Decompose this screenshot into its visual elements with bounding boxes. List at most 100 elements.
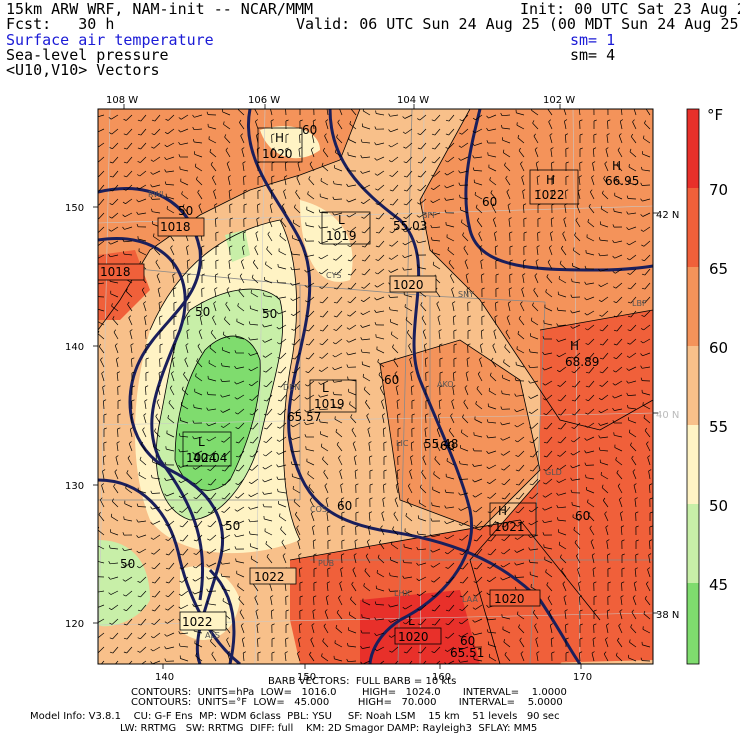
wind-barb	[182, 548, 189, 556]
footer-contours-temperature: CONTOURS: UNITS=°F LOW= 45.000 HIGH= 70.…	[131, 697, 563, 708]
wind-barb-flag	[505, 175, 508, 179]
wind-barb	[180, 478, 189, 484]
wind-barb-flag	[445, 119, 450, 122]
wind-barb-flag	[221, 497, 225, 500]
wind-barb	[432, 239, 441, 242]
wind-barb-flag	[431, 665, 434, 667]
wind-barb	[222, 588, 231, 592]
wind-barb	[520, 163, 525, 172]
wind-barb	[438, 400, 441, 410]
wind-barb	[558, 492, 567, 496]
wind-barb-flag	[612, 271, 616, 274]
wind-barb	[649, 540, 651, 550]
wind-barb-flag	[425, 371, 429, 374]
wind-barb-flag	[235, 334, 237, 338]
wind-barb	[648, 555, 651, 564]
wind-barb-flag	[501, 525, 505, 528]
wind-barb	[264, 295, 273, 298]
wind-barb-flag	[532, 609, 536, 613]
wind-barb	[267, 234, 273, 242]
wind-barb	[209, 548, 217, 554]
wind-barb	[447, 249, 455, 256]
wind-barb-flag	[109, 637, 113, 640]
wind-barb-flag	[340, 567, 344, 570]
wind-barb	[214, 218, 217, 228]
wind-barb	[292, 253, 301, 256]
wind-barb	[152, 184, 161, 188]
wind-barb	[600, 462, 609, 466]
wind-barb-flag	[157, 385, 161, 388]
wind-barb-flag	[411, 427, 415, 430]
wind-barb-flag	[123, 594, 127, 597]
wind-barb-flag	[350, 414, 353, 418]
wind-barb-flag	[543, 427, 547, 430]
wind-barb-flag	[284, 175, 288, 178]
wind-barb-flag	[234, 509, 238, 512]
wind-barb	[264, 279, 273, 284]
wind-barb-flag	[500, 565, 504, 568]
wind-barb	[504, 520, 511, 528]
wind-barb-flag	[517, 134, 520, 138]
wind-barb-flag	[501, 468, 505, 471]
wind-barb-flag	[290, 313, 294, 316]
wind-barb-flag	[295, 511, 298, 515]
wind-barb-flag	[500, 577, 503, 581]
wind-barb-flag	[164, 621, 168, 624]
center-box-6	[489, 502, 537, 536]
wind-barb-flag	[430, 518, 433, 522]
wind-barb	[603, 178, 609, 186]
wind-barb-flag	[313, 595, 317, 598]
wind-barb	[518, 506, 525, 514]
wind-barb	[236, 380, 245, 385]
wind-barb	[352, 569, 357, 578]
wind-barb	[377, 170, 385, 176]
wind-barb-flag	[234, 534, 237, 537]
wind-barb-flag	[423, 441, 427, 444]
wind-barb-flag	[648, 469, 652, 472]
wind-barb	[600, 239, 609, 242]
wind-barb-flag	[487, 496, 491, 499]
wind-barb-flag	[249, 413, 253, 416]
wind-barb-flag	[627, 329, 631, 332]
wind-barb-flag	[375, 188, 379, 191]
wind-barb	[98, 114, 105, 118]
wind-barb-flag	[305, 343, 310, 346]
wind-barb-flag	[109, 175, 114, 178]
wind-barb-flag	[374, 297, 377, 301]
wind-barb-flag	[130, 343, 134, 346]
wind-barb	[236, 561, 245, 564]
wind-barb	[269, 583, 273, 592]
wind-barb-flag	[537, 189, 541, 192]
wind-barb-flag	[305, 384, 308, 387]
wind-barb-flag	[585, 412, 589, 415]
wind-barb-flag	[95, 146, 98, 148]
wind-barb	[634, 569, 637, 578]
wind-barb-flag	[285, 637, 289, 640]
wind-barb-flag	[290, 282, 293, 286]
wind-barb-flag	[458, 622, 462, 625]
wind-barb-flag	[96, 666, 99, 667]
wind-barb	[394, 373, 399, 382]
wind-barb-flag	[227, 273, 231, 276]
wind-barb	[210, 332, 217, 340]
wind-barb-flag	[347, 314, 351, 317]
wind-barb-flag	[453, 371, 457, 374]
wind-barb	[334, 212, 343, 216]
wind-barb-flag	[333, 180, 335, 184]
wind-barb-flag	[150, 648, 154, 652]
wind-barb-flag	[263, 413, 268, 416]
wind-barb	[422, 331, 427, 340]
wind-barb	[214, 289, 217, 298]
wind-barb	[307, 380, 315, 387]
wind-barb	[434, 156, 441, 164]
wind-barb	[292, 422, 301, 428]
wind-barb	[614, 195, 623, 200]
wind-barb-flag	[389, 189, 393, 192]
wind-barb	[502, 629, 511, 634]
wind-barb	[392, 226, 399, 234]
wind-barb-flag	[599, 343, 603, 346]
wind-barb-flag	[137, 119, 141, 122]
wind-barb	[154, 430, 161, 438]
wind-barb	[576, 205, 581, 214]
wind-barb-flag	[475, 400, 477, 405]
